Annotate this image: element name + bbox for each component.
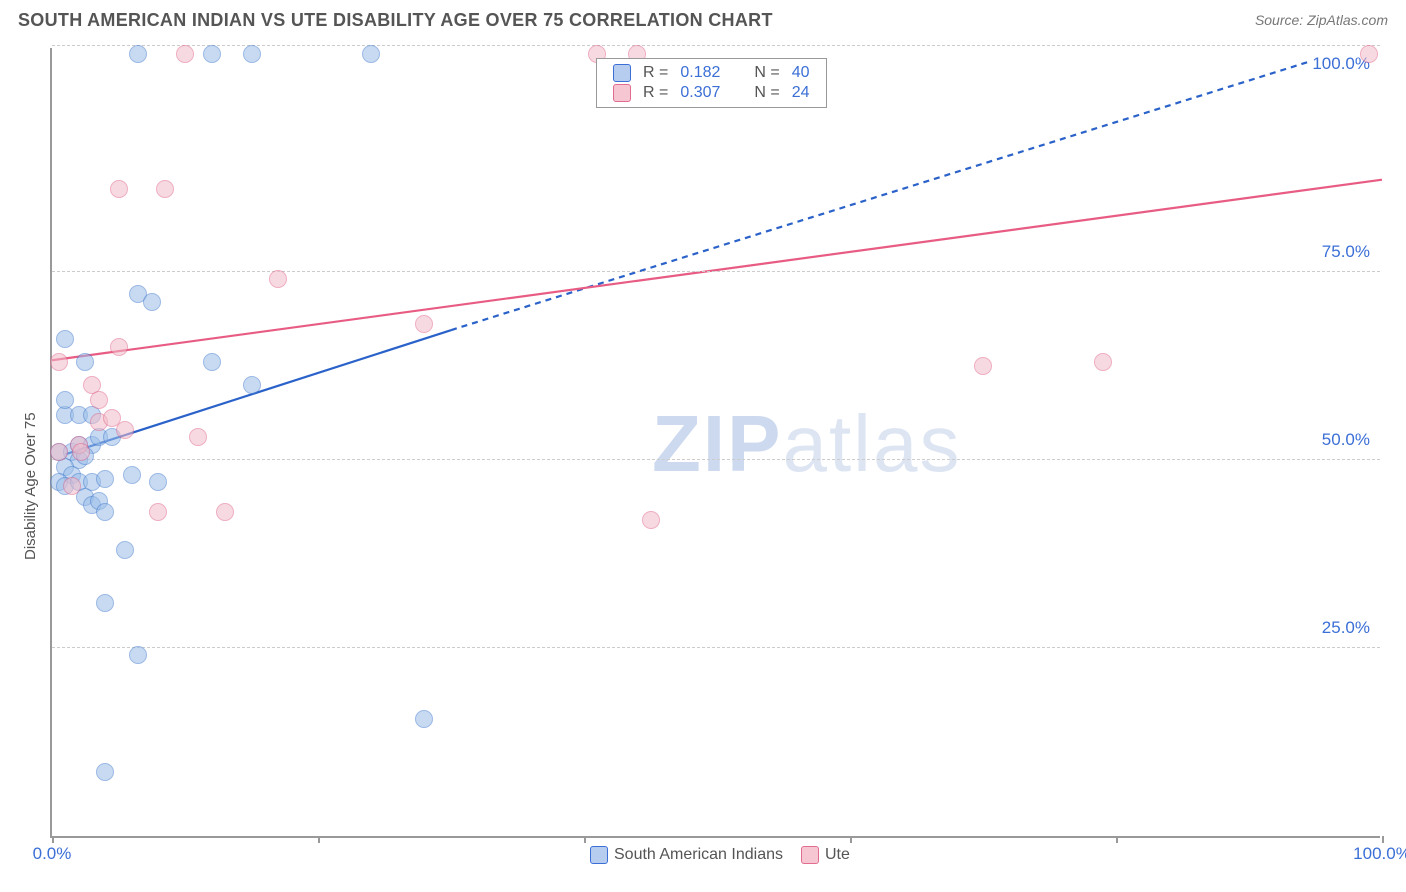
legend-series-name: Ute (825, 846, 850, 863)
legend-swatch (613, 64, 631, 82)
x-tick (584, 836, 586, 843)
source-attribution: Source: ZipAtlas.com (1255, 12, 1388, 28)
source-prefix: Source: (1255, 12, 1307, 28)
y-axis-title: Disability Age Over 75 (22, 412, 39, 560)
x-tick (1116, 836, 1118, 843)
scatter-point (189, 428, 207, 446)
gridline (52, 459, 1380, 460)
scatter-point (90, 391, 108, 409)
legend-swatch (613, 84, 631, 102)
x-tick-label: 0.0% (33, 844, 72, 864)
legend-series-name: South American Indians (614, 846, 783, 863)
scatter-point (143, 293, 161, 311)
trend-lines-layer (52, 48, 1380, 836)
source-name: ZipAtlas.com (1307, 12, 1388, 28)
x-tick-label: 100.0% (1353, 844, 1406, 864)
series-legend: South American Indians Ute (572, 846, 850, 864)
gridline (52, 271, 1380, 272)
scatter-point (243, 376, 261, 394)
scatter-point (1360, 45, 1378, 63)
correlation-legend: R =0.182 N =40 R =0.307 N =24 (596, 58, 827, 108)
legend-n-value: 24 (786, 83, 816, 103)
x-tick (318, 836, 320, 843)
scatter-point (72, 443, 90, 461)
legend-r-label: R = (637, 63, 674, 83)
scatter-point (415, 315, 433, 333)
legend-n-label: N = (748, 83, 785, 103)
scatter-point (203, 353, 221, 371)
scatter-point (642, 511, 660, 529)
scatter-point (216, 503, 234, 521)
legend-n-label: N = (748, 63, 785, 83)
scatter-point (974, 357, 992, 375)
scatter-point (1094, 353, 1112, 371)
y-tick-label: 75.0% (1318, 242, 1370, 262)
legend-n-value: 40 (786, 63, 816, 83)
scatter-point (362, 45, 380, 63)
legend-swatch (801, 846, 819, 864)
y-tick-label: 50.0% (1318, 430, 1370, 450)
scatter-point (56, 330, 74, 348)
legend-r-value: 0.307 (674, 83, 726, 103)
scatter-point (116, 541, 134, 559)
x-tick (1382, 836, 1384, 843)
scatter-point (96, 763, 114, 781)
scatter-point (63, 477, 81, 495)
x-tick (850, 836, 852, 843)
scatter-point (96, 594, 114, 612)
scatter-point (149, 503, 167, 521)
scatter-point (129, 45, 147, 63)
scatter-plot: ZIPatlas 25.0%50.0%75.0%100.0%0.0%100.0%… (50, 48, 1380, 838)
scatter-point (116, 421, 134, 439)
gridline (52, 647, 1380, 648)
scatter-point (110, 180, 128, 198)
scatter-point (269, 270, 287, 288)
scatter-point (96, 470, 114, 488)
scatter-point (156, 180, 174, 198)
chart-title: SOUTH AMERICAN INDIAN VS UTE DISABILITY … (18, 10, 773, 30)
legend-swatch (590, 846, 608, 864)
y-tick-label: 25.0% (1318, 618, 1370, 638)
scatter-point (56, 391, 74, 409)
scatter-point (176, 45, 194, 63)
legend-r-value: 0.182 (674, 63, 726, 83)
scatter-point (50, 353, 68, 371)
scatter-point (123, 466, 141, 484)
scatter-point (415, 710, 433, 728)
scatter-point (129, 646, 147, 664)
scatter-point (50, 443, 68, 461)
x-tick (52, 836, 54, 843)
scatter-point (76, 353, 94, 371)
scatter-point (110, 338, 128, 356)
legend-r-label: R = (637, 83, 674, 103)
scatter-point (243, 45, 261, 63)
scatter-point (203, 45, 221, 63)
scatter-point (96, 503, 114, 521)
scatter-point (149, 473, 167, 491)
